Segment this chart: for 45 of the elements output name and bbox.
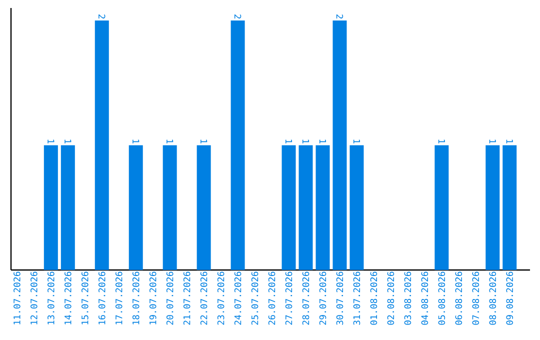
x-tick-label: 19.07.2026: [149, 272, 156, 324]
data-label: 1: [64, 140, 72, 144]
data-label: 1: [319, 140, 326, 144]
x-tick-label: 26.07.2026: [268, 272, 276, 325]
data-label: 1: [353, 140, 360, 144]
data-label: 1: [489, 140, 496, 144]
x-tick-label: 25.07.2026: [251, 272, 258, 325]
x-tick-label: 03.08.2026: [404, 272, 412, 325]
x-tick-label: 14.07.2026: [64, 272, 72, 324]
data-label: 1: [438, 140, 445, 144]
x-tick-label: 31.07.2026: [353, 272, 360, 325]
x-tick-label: 07.08.2026: [472, 272, 480, 325]
data-label: 1: [132, 140, 140, 144]
x-tick-label: 30.07.2026: [336, 272, 344, 325]
x-tick-label: 23.07.2026: [217, 272, 224, 325]
x-tick-label: 05.08.2026: [438, 272, 446, 325]
data-label: 1: [200, 140, 208, 144]
x-tick-label: 24.07.2026: [234, 272, 242, 325]
x-tick-label: 17.07.2026: [115, 272, 122, 324]
x-tick-label: 01.08.2026: [370, 272, 378, 325]
x-tick-label: 27.07.2026: [285, 272, 292, 325]
data-label: 1: [48, 140, 54, 144]
x-tick-label: 06.08.2026: [455, 272, 462, 325]
data-label: 1: [506, 140, 513, 144]
x-tick-label: 15.07.2026: [82, 272, 88, 324]
x-tick-label: 16.07.2026: [98, 272, 106, 324]
x-tick-label: 12.07.2026: [30, 272, 38, 324]
x-tick-label: 28.07.2026: [302, 272, 310, 325]
x-tick-label: 11.07.2026: [14, 272, 20, 324]
x-tick-label: 20.07.2026: [166, 272, 174, 325]
x-tick-label: 04.08.2026: [421, 272, 428, 325]
data-label: 1: [166, 140, 174, 144]
x-tick-label: 29.07.2026: [319, 272, 326, 325]
x-tick-label: 02.08.2026: [387, 272, 394, 325]
data-label: 1: [302, 140, 310, 144]
data-label: 2: [98, 14, 106, 19]
x-tick-label: 21.07.2026: [183, 272, 190, 325]
x-tick-label: 08.08.2026: [489, 272, 496, 325]
x-tick-label: 13.07.2026: [48, 272, 54, 324]
data-label: 2: [234, 14, 242, 19]
data-label: 2: [336, 14, 344, 19]
x-tick-label: 09.08.2026: [506, 272, 514, 325]
x-tick-label: 22.07.2026: [200, 272, 208, 325]
x-tick-label: 18.07.2026: [132, 272, 140, 324]
data-label: 1: [285, 140, 292, 144]
